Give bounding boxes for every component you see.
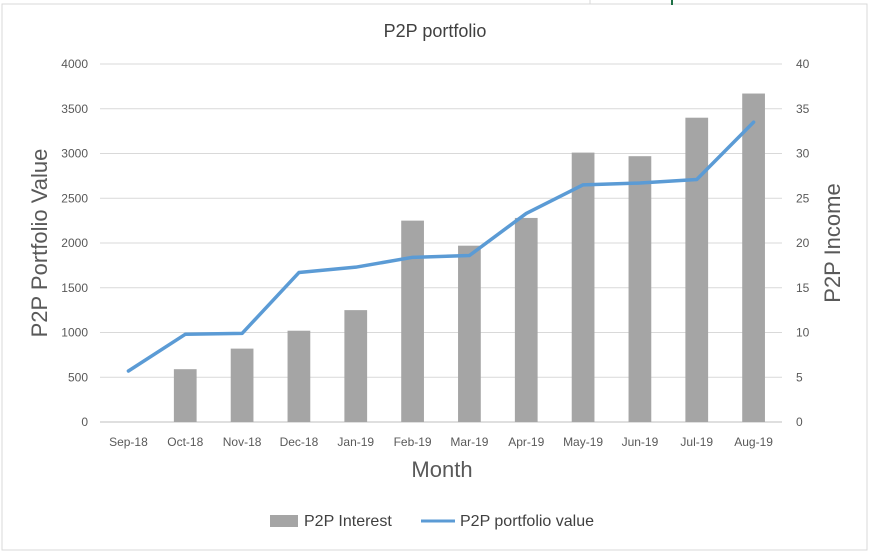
y2-tick-label: 30: [796, 147, 810, 161]
line-series: [126, 120, 756, 373]
y2-tick-label: 35: [796, 102, 810, 116]
y2-axis-ticks: 0 5 10 15 20 25 30 35 40: [796, 57, 810, 429]
legend-swatch-interest: [270, 515, 298, 527]
line-point: [638, 181, 642, 185]
y2-tick-label: 40: [796, 57, 810, 71]
bar-series: [173, 93, 765, 423]
bar: [458, 245, 481, 422]
bar: [628, 156, 652, 422]
bar: [344, 310, 368, 422]
x-tick-label: Jul-19: [680, 435, 713, 449]
bar: [401, 220, 424, 422]
bar: [571, 152, 595, 423]
x-tick-label: Mar-19: [450, 435, 488, 449]
x-tick-label: Oct-18: [167, 435, 203, 449]
y-tick-label: 2500: [61, 191, 88, 205]
y-tick-label: 4000: [61, 57, 88, 71]
y-tick-label: 1000: [61, 326, 88, 340]
y2-tick-label: 0: [796, 415, 803, 429]
y-tick-label: 1500: [61, 281, 88, 295]
line-point: [411, 255, 415, 259]
legend-label-portfolio-value: P2P portfolio value: [460, 513, 594, 530]
line-point: [695, 177, 699, 181]
bar: [685, 117, 709, 422]
bar: [514, 217, 538, 422]
line-point: [297, 271, 301, 275]
x-axis-ticks: Sep-18 Oct-18 Nov-18 Dec-18 Jan-19 Feb-19 Mar-…: [109, 435, 773, 449]
bar: [173, 369, 197, 422]
x-tick-label: Jun-19: [622, 435, 659, 449]
x-tick-label: Apr-19: [508, 435, 544, 449]
x-axis-title: Month: [411, 457, 472, 482]
x-tick-label: May-19: [563, 435, 603, 449]
y-axis-ticks: 0 500 1000 1500 2000 2500 3000 3500 4000: [61, 57, 88, 429]
bar: [742, 93, 765, 422]
line-point: [183, 332, 187, 336]
chart-title: P2P portfolio: [384, 21, 487, 41]
line-point: [354, 265, 358, 269]
x-tick-label: Dec-18: [280, 435, 319, 449]
y2-axis-title: P2P Income: [820, 183, 845, 302]
y-axis-title: P2P Portfolio Value: [27, 149, 52, 338]
y2-tick-label: 15: [796, 281, 810, 295]
y-tick-label: 0: [81, 415, 88, 429]
legend-label-interest: P2P Interest: [304, 513, 392, 530]
line-point: [581, 183, 585, 187]
x-tick-label: Nov-18: [223, 435, 262, 449]
line-point: [467, 254, 471, 258]
y2-tick-label: 10: [796, 326, 810, 340]
bar: [287, 330, 311, 422]
y2-tick-label: 25: [796, 191, 810, 205]
line-point: [126, 369, 130, 373]
series-line: [126, 120, 756, 373]
y-tick-label: 2000: [61, 236, 88, 250]
y-tick-label: 3500: [61, 102, 88, 116]
x-tick-label: Aug-19: [734, 435, 773, 449]
line-point: [524, 211, 528, 215]
y-tick-label: 3000: [61, 147, 88, 161]
y-tick-label: 500: [68, 370, 88, 384]
x-tick-label: Feb-19: [394, 435, 432, 449]
y2-tick-label: 5: [796, 370, 803, 384]
x-tick-label: Jan-19: [337, 435, 374, 449]
y2-tick-label: 20: [796, 236, 810, 250]
chart-area: [1, 3, 868, 551]
bar: [230, 348, 254, 422]
line-point: [240, 331, 244, 335]
legend: P2P Interest P2P portfolio value: [270, 513, 594, 530]
line-point: [752, 120, 756, 124]
x-tick-label: Sep-18: [109, 435, 148, 449]
